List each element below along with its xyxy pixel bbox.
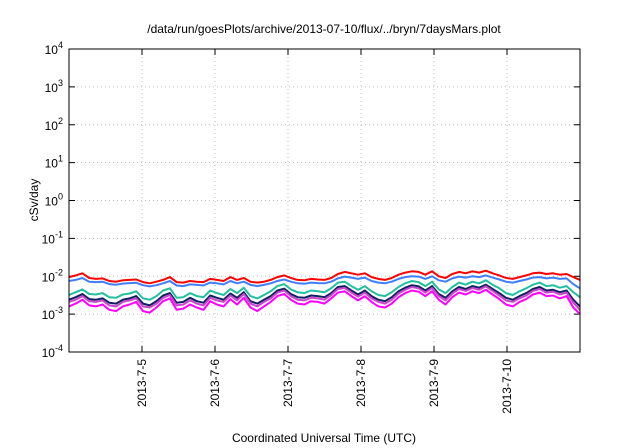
y-tick-label: 10-3	[42, 305, 63, 322]
x-tick-label: 2013-7-9	[427, 359, 441, 407]
y-axis-label: cSv/day	[27, 179, 41, 222]
y-tick-label: 103	[45, 78, 63, 95]
y-tick-label: 100	[45, 192, 63, 209]
x-tick-label: 2013-7-8	[354, 359, 368, 407]
x-axis: 2013-7-5 2013-7-6 2013-7-7 2013-7-8 2013-7-9…	[135, 49, 514, 414]
y-tick-label: 102	[45, 116, 63, 133]
y-tick-label: 10-4	[42, 343, 63, 360]
x-tick-label: 2013-7-6	[208, 359, 222, 407]
y-tick-label: 10-1	[42, 229, 63, 246]
series-line-5	[68, 285, 581, 311]
y-tick-label: 104	[45, 40, 63, 57]
y-tick-label: 101	[45, 154, 63, 171]
series-line-4	[68, 283, 581, 308]
y-axis: 10-4 10-3 10-2 10-1 100 101 102 103 104	[42, 40, 580, 360]
chart-title: /data/run/goesPlots/archive/2013-07-10/f…	[147, 22, 501, 36]
x-tick-label: 2013-7-7	[281, 359, 295, 407]
x-tick-label: 2013-7-10	[500, 359, 514, 414]
x-tick-label: 2013-7-5	[135, 359, 149, 407]
series-group	[68, 269, 581, 315]
series-line-6	[68, 288, 581, 315]
series-line-2	[68, 274, 581, 290]
y-tick-label: 10-2	[42, 267, 63, 284]
series-line-1	[68, 269, 581, 285]
plot-frame	[68, 48, 581, 353]
series-line-3	[68, 279, 581, 301]
x-axis-label: Coordinated Universal Time (UTC)	[232, 431, 416, 445]
